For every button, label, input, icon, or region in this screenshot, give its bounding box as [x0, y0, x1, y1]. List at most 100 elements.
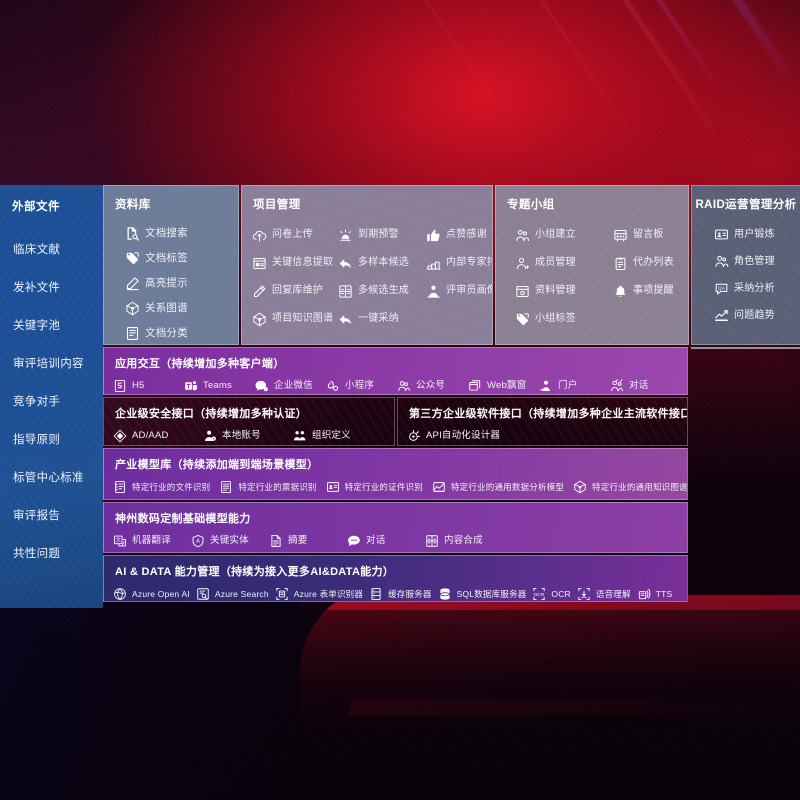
project-item-expiry-alert[interactable]: 到期预警 — [338, 221, 426, 249]
sidebar-item-keyword-pool[interactable]: 关键字池 — [0, 307, 103, 345]
custom-item-dialog[interactable]: 对话 — [347, 531, 425, 551]
library-item-document-category[interactable]: 文档分类 — [114, 321, 230, 344]
security-item-ad-aad[interactable]: AD/AAD — [113, 426, 203, 445]
custom-item-summary[interactable]: 摘要 — [269, 531, 347, 551]
right-column: RAID运营管理分析 用户锻炼 角色管理 — [691, 185, 800, 349]
interaction-item-dialog[interactable]: 对话 — [610, 376, 681, 394]
project-item-label: 多候选生成 — [358, 285, 409, 296]
row-interfaces: 企业级安全接口（持续增加多种认证） AD/AAD 本地账号 — [103, 397, 688, 446]
sidebar-item-clinical-literature[interactable]: 临床文献 — [0, 231, 103, 269]
interaction-item-h5[interactable]: H5 — [113, 376, 184, 394]
industry-item-receipt-recognition[interactable]: 特定行业的票据识别 — [219, 477, 316, 497]
project-item-multi-candidate-generate[interactable]: 多候选生成 — [338, 277, 426, 305]
sidebar-item-common-issues[interactable]: 共性问题 — [0, 535, 103, 573]
highlight-pen-icon — [125, 276, 140, 291]
panel-title-platform: 平台运营管理分析 — [692, 348, 800, 349]
sidebar-item-standards-center[interactable]: 标管中心标准 — [0, 459, 103, 497]
project-item-label: 关键信息提取 — [272, 257, 334, 268]
project-item-label: 回复库维护 — [272, 285, 323, 296]
ad-aad-icon — [113, 429, 127, 443]
library-item-highlight-hint[interactable]: 高亮提示 — [114, 271, 230, 296]
project-item-internal-expert-ranking[interactable]: 内部专家排名 — [426, 249, 492, 277]
project-item-key-info-extract[interactable]: 关键信息提取 — [252, 249, 338, 277]
top-panels-row: 资料库 文档搜索 文档标签 高亮提示 — [103, 185, 800, 349]
extract-icon — [252, 256, 267, 271]
aidata-item-ocr[interactable]: OCR OCR — [532, 584, 571, 601]
raid-item-label: 用户锻炼 — [734, 228, 775, 240]
project-item-label: 评审员画像 — [446, 285, 493, 296]
industry-items: 特定行业的文件识别 特定行业的票据识别 特定行业的证件识别 特定行业的 — [104, 477, 687, 499]
library-item-document-search[interactable]: 文档搜索 — [114, 221, 230, 246]
sidebar-item-competitors[interactable]: 竞争对手 — [0, 383, 103, 421]
file-recognize-icon — [113, 480, 127, 494]
aidata-item-label: OCR — [551, 588, 571, 599]
project-item-label: 项目知识图谱 — [272, 313, 334, 324]
project-item-project-knowledge-graph[interactable]: 项目知识图谱 — [252, 305, 338, 333]
aidata-item-cache-server[interactable]: 缓存服务器 — [369, 584, 432, 601]
row-ai-data-capability: AI & DATA 能力管理（持续为接入更多AI&DATA能力） Azure O… — [103, 555, 688, 602]
project-item-label: 多样本候选 — [358, 257, 409, 268]
group-item-group-tag[interactable]: 小组标签 — [506, 305, 604, 333]
thirdparty-item-api-designer[interactable]: API自动化设计器 — [407, 426, 500, 445]
interaction-item-portal[interactable]: 门户 — [539, 376, 610, 394]
sidebar-item-review-training[interactable]: 审评培训内容 — [0, 345, 103, 383]
row-title-thirdparty: 第三方企业级软件接口（持续增加多种企业主流软件接口） — [409, 408, 688, 420]
org-define-icon — [293, 429, 307, 443]
raid-item-role-manage[interactable]: 角色管理 — [702, 248, 792, 275]
library-item-document-tag[interactable]: 文档标签 — [114, 246, 230, 271]
aidata-item-form-recognizer[interactable]: Azure 表单识别器 — [275, 584, 363, 601]
project-item-multi-sample-candidate[interactable]: 多样本候选 — [338, 249, 426, 277]
project-item-reply-library-maintain[interactable]: 回复库维护 — [252, 277, 338, 305]
interaction-item-official-account[interactable]: 公众号 — [397, 376, 468, 394]
raid-item-issue-trend[interactable]: 问题趋势 — [702, 302, 792, 329]
group-item-event-reminder[interactable]: 事项提醒 — [604, 277, 680, 305]
interaction-item-teams[interactable]: Teams — [184, 376, 255, 394]
sidebar-title: 外部文件 — [12, 201, 60, 213]
html5-icon — [113, 379, 127, 393]
panel-platform-analysis: 平台运营管理分析 资源分配 应用管理 — [691, 347, 800, 349]
interaction-item-miniprogram[interactable]: 小程序 — [326, 376, 397, 394]
group-item-material-manage[interactable]: 资料管理 — [506, 277, 604, 305]
panel-title-raid: RAID运营管理分析 — [695, 199, 797, 211]
library-item-relation-graph[interactable]: 关系图谱 — [114, 296, 230, 321]
aidata-item-azure-open-ai[interactable]: Azure Open AI — [113, 584, 190, 601]
industry-item-label: 特定行业的通用数据分析模型 — [450, 481, 565, 492]
project-item-questionnaire-upload[interactable]: 问卷上传 — [252, 221, 338, 249]
project-item-label: 问卷上传 — [272, 229, 313, 240]
alarm-icon — [338, 228, 353, 243]
openai-icon — [113, 587, 127, 601]
group-item-message-board[interactable]: 留言板 — [604, 221, 680, 249]
interaction-item-label: H5 — [132, 380, 145, 392]
receipt-recognize-icon — [219, 480, 233, 494]
aidata-item-azure-search[interactable]: Azure Search — [196, 584, 269, 601]
sidebar-item-review-report[interactable]: 审评报告 — [0, 497, 103, 535]
security-item-local-account[interactable]: 本地账号 — [203, 426, 293, 445]
aidata-item-tts[interactable]: TTS — [637, 584, 673, 601]
industry-item-file-recognition[interactable]: 特定行业的文件识别 — [113, 477, 210, 497]
group-item-member-manage[interactable]: 成员管理 — [506, 249, 604, 277]
panel-topic-group: 专题小组 小组建立 留言板 成员管理 — [495, 185, 689, 345]
aidata-item-sql-database[interactable]: SQL数据库服务器 — [438, 584, 527, 601]
industry-item-id-recognition[interactable]: 特定行业的证件识别 — [326, 477, 423, 497]
interaction-item-wecom[interactable]: 企业微信 — [255, 376, 326, 394]
custom-item-key-entity[interactable]: A 关键实体 — [191, 531, 269, 551]
group-item-create-group[interactable]: 小组建立 — [506, 221, 604, 249]
interaction-item-web-float-window[interactable]: Web飘窗 — [468, 376, 539, 394]
group-item-todo-list[interactable]: 代办列表 — [604, 249, 680, 277]
sidebar-item-guidelines[interactable]: 指导原则 — [0, 421, 103, 459]
project-item-reviewer-portrait[interactable]: 评审员画像 — [426, 277, 493, 305]
aidata-item-speech-understanding[interactable]: 语音理解 — [577, 584, 631, 601]
project-item-like-thanks[interactable]: 点赞感谢 — [426, 221, 492, 249]
custom-item-machine-translation[interactable]: 文 机器翻译 — [113, 531, 191, 551]
security-item-org-define[interactable]: 组织定义 — [293, 426, 383, 445]
raid-item-adoption-analysis[interactable]: QA 采纳分析 — [702, 275, 792, 302]
row-title-security: 企业级安全接口（持续增加多种认证） — [115, 408, 308, 420]
industry-item-data-analysis-model[interactable]: 特定行业的通用数据分析模型 — [432, 477, 564, 497]
industry-item-knowledge-graph-model[interactable]: 特定行业的通用知识图谱模型 — [573, 477, 687, 497]
row-industry-model-library: 产业模型库（持续添加端到端场景模型） 特定行业的文件识别 特定行业的票据识别 — [103, 448, 688, 500]
custom-item-content-synthesis[interactable]: 内容合成 — [425, 531, 503, 551]
raid-item-user-training[interactable]: 用户锻炼 — [702, 221, 792, 248]
project-item-one-click-adopt[interactable]: 一键采纳 — [338, 305, 426, 333]
sidebar-item-supplement-files[interactable]: 发补文件 — [0, 269, 103, 307]
